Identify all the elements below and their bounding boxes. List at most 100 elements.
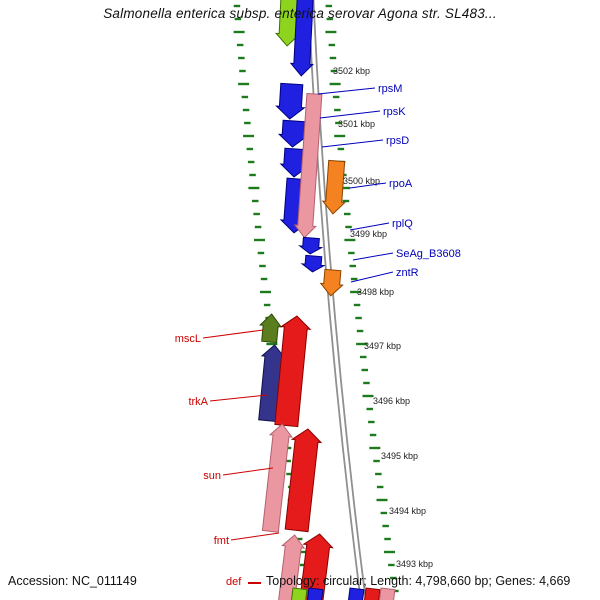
- minor-tick: [360, 355, 367, 359]
- minor-tick: [238, 82, 250, 86]
- minor-tick: [337, 147, 345, 151]
- gene-arrow-rplQ[interactable]: [298, 236, 324, 255]
- minor-tick: [363, 381, 370, 385]
- minor-tick: [244, 121, 251, 125]
- minor-tick: [241, 95, 249, 99]
- def-leader-line: [248, 582, 261, 584]
- position-label: 3496 kbp: [373, 396, 410, 406]
- gene-label-left[interactable]: fmt: [214, 535, 229, 547]
- label-leader-line: [352, 252, 394, 261]
- minor-tick: [329, 82, 341, 86]
- minor-tick: [361, 368, 368, 372]
- position-label: 3498 kbp: [357, 287, 394, 297]
- minor-tick: [325, 30, 337, 34]
- minor-tick: [266, 342, 278, 346]
- minor-tick: [326, 17, 334, 21]
- gene-arrow-SeAg_B3608[interactable]: [300, 254, 326, 273]
- minor-tick: [257, 251, 265, 255]
- gene-arrow-mscL[interactable]: [259, 313, 283, 344]
- minor-tick: [254, 225, 262, 229]
- minor-tick: [353, 303, 361, 307]
- minor-tick: [330, 69, 338, 73]
- gene-arrow-red-1[interactable]: [272, 315, 312, 428]
- minor-tick: [328, 43, 336, 47]
- minor-tick: [234, 17, 242, 21]
- minor-tick: [239, 69, 246, 73]
- minor-tick: [334, 108, 341, 112]
- minor-tick: [252, 199, 259, 203]
- label-leader-line: [350, 271, 394, 283]
- minor-tick: [384, 550, 395, 554]
- gene-label-right[interactable]: rpsK: [383, 106, 406, 118]
- minor-tick: [369, 446, 381, 450]
- label-leader-line: [319, 110, 381, 119]
- minor-tick: [260, 290, 271, 294]
- gene-arrow-blue-top[interactable]: [289, 0, 317, 77]
- minor-tick: [299, 563, 307, 567]
- position-label: 3502 kbp: [333, 66, 370, 76]
- def-label: def: [226, 576, 242, 588]
- minor-tick: [247, 160, 255, 164]
- minor-tick: [253, 212, 260, 216]
- minor-tick: [248, 186, 260, 190]
- gene-arrow-red-3[interactable]: [296, 532, 334, 600]
- minor-tick: [369, 433, 377, 437]
- minor-tick: [249, 173, 256, 177]
- gene-label-right[interactable]: SeAg_B3608: [396, 248, 461, 260]
- gene-arrow-zntR[interactable]: [319, 268, 344, 297]
- label-leader-line: [317, 87, 376, 95]
- minor-tick: [356, 342, 368, 346]
- minor-tick: [350, 290, 362, 294]
- gene-arrow-rpsM[interactable]: [275, 82, 306, 120]
- minor-tick: [344, 238, 356, 242]
- minor-tick: [390, 576, 397, 580]
- minor-tick: [242, 108, 250, 112]
- accession-label: Accession: NC_011149: [8, 574, 137, 588]
- gene-arrow-red-2[interactable]: [282, 427, 323, 533]
- minor-tick: [238, 56, 245, 60]
- minor-tick: [376, 498, 388, 502]
- minor-tick: [259, 264, 266, 268]
- minor-tick: [345, 225, 352, 229]
- minor-tick: [334, 134, 346, 138]
- gene-arrow-sun[interactable]: [259, 423, 293, 533]
- position-label: 3497 kbp: [364, 341, 401, 351]
- gene-label-left[interactable]: sun: [203, 470, 221, 482]
- position-label: 3501 kbp: [338, 119, 375, 129]
- minor-tick: [362, 394, 374, 398]
- label-leader-line: [209, 394, 268, 402]
- gene-label-left[interactable]: trkA: [188, 396, 208, 408]
- gene-label-right[interactable]: rplQ: [392, 218, 413, 230]
- gene-label-left[interactable]: mscL: [175, 333, 201, 345]
- minor-tick: [388, 563, 395, 567]
- minor-tick: [339, 186, 351, 190]
- gene-label-right[interactable]: zntR: [396, 267, 419, 279]
- minor-tick: [392, 589, 399, 593]
- position-label: 3495 kbp: [381, 451, 418, 461]
- minor-tick: [243, 134, 255, 138]
- minor-tick: [335, 121, 342, 125]
- gene-label-right[interactable]: rpsD: [386, 135, 409, 147]
- gene-label-right[interactable]: rpoA: [389, 178, 413, 190]
- position-label: 3493 kbp: [396, 559, 433, 569]
- minor-tick: [366, 407, 373, 411]
- gene-arrow-lime-top[interactable]: [275, 0, 302, 47]
- minor-tick: [342, 199, 350, 203]
- position-label: 3494 kbp: [389, 506, 426, 516]
- gene-arrow-rpoA[interactable]: [321, 159, 348, 215]
- gene-arrow-pink-long[interactable]: [293, 92, 325, 239]
- minor-tick: [349, 264, 356, 268]
- minor-tick: [295, 537, 303, 541]
- minor-tick: [236, 43, 244, 47]
- minor-tick: [375, 472, 382, 476]
- minor-tick: [368, 420, 375, 424]
- minor-tick: [376, 485, 384, 489]
- label-leader-line: [349, 182, 387, 189]
- minor-tick: [233, 30, 245, 34]
- minor-tick: [384, 537, 391, 541]
- gene-label-right[interactable]: rpsM: [378, 83, 402, 95]
- position-label: 3499 kbp: [350, 229, 387, 239]
- gene-arrow-fmt[interactable]: [275, 534, 306, 600]
- minor-tick: [246, 147, 254, 151]
